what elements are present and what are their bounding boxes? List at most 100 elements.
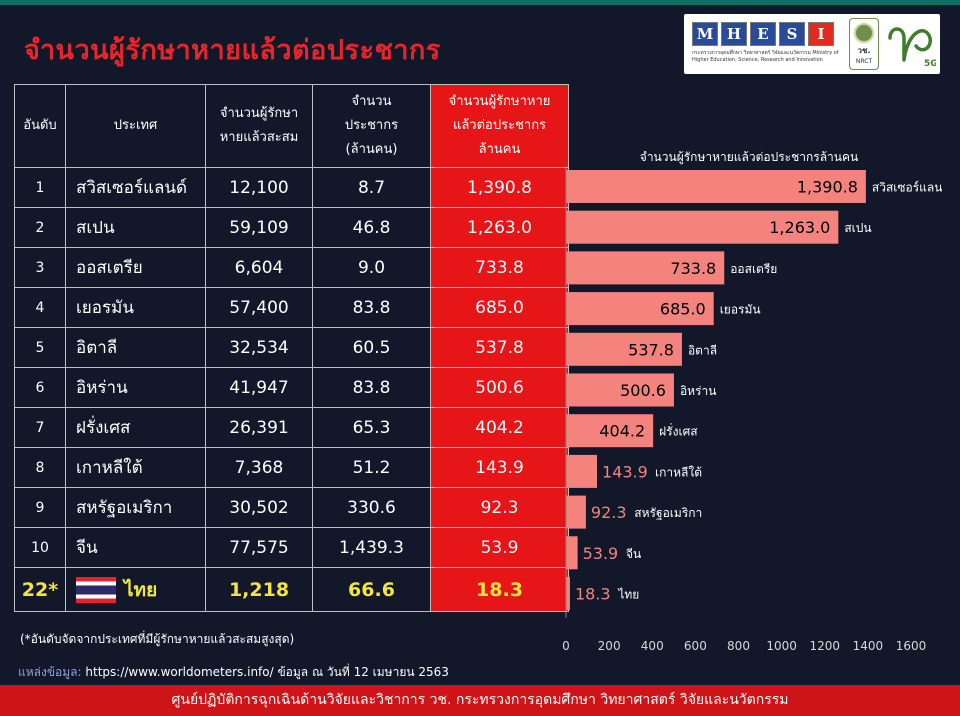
- x-tick-label: 600: [684, 639, 707, 653]
- cell-rank: 10: [14, 527, 66, 568]
- header-recovered-line: จำนวนผู้รักษา: [219, 106, 299, 121]
- logo-5g-badge: 5G: [924, 59, 936, 68]
- header-per-million-line: ล้านคน: [478, 142, 521, 157]
- mhesi-subtitle: กระทรวงการอุดมศึกษา วิทยาศาสตร์ วิจัยและ…: [692, 50, 839, 63]
- table-row: 3 ออสเตรีย 6,604 9.0 733.8: [14, 247, 569, 288]
- header-per-million-line: แล้วต่อประชากร: [452, 118, 547, 133]
- cell-per-million: 18.3: [430, 567, 569, 612]
- cell-recovered: 7,368: [205, 447, 313, 488]
- header-population: จำนวน ประชากร (ล้านคน): [312, 84, 431, 168]
- cell-per-million: 404.2: [430, 407, 569, 448]
- cell-country: เยอรมัน: [65, 287, 206, 328]
- cell-country: สวิสเซอร์แลนด์: [65, 167, 206, 208]
- bar: [566, 251, 725, 285]
- cell-population: 60.5: [312, 327, 431, 368]
- bar-value-label: 685.0: [660, 300, 706, 319]
- bar-value-label: 1,390.8: [797, 178, 858, 197]
- cell-rank: 4: [14, 287, 66, 328]
- cell-country: สเปน: [65, 207, 206, 248]
- bar: [566, 536, 578, 570]
- bar-value-label: 143.9: [602, 462, 648, 481]
- bar-value-label: 404.2: [599, 422, 645, 441]
- cell-country: สหรัฐอเมริกา: [65, 487, 206, 528]
- cell-recovered: 30,502: [205, 487, 313, 528]
- cell-population: 9.0: [312, 247, 431, 288]
- table-row: 7 ฝรั่งเศส 26,391 65.3 404.2: [14, 407, 569, 448]
- cell-population: 65.3: [312, 407, 431, 448]
- bar-category-label: อิตาลี: [688, 343, 717, 357]
- table-row: 9 สหรัฐอเมริกา 30,502 330.6 92.3: [14, 487, 569, 528]
- logo-panel: M H E S I กระทรวงการอุดมศึกษา วิทยาศาสตร…: [684, 14, 940, 74]
- cell-population: 46.8: [312, 207, 431, 248]
- x-tick-label: 400: [641, 639, 664, 653]
- cell-country: อิตาลี: [65, 327, 206, 368]
- footnote: (*อันดับจัดจากประเทศที่มีผู้รักษาหายแล้ว…: [20, 632, 295, 646]
- table-row: 5 อิตาลี 32,534 60.5 537.8: [14, 327, 569, 368]
- bar-category-label: เกาหลีใต้: [655, 465, 702, 479]
- cell-recovered: 32,534: [205, 327, 313, 368]
- mhesi-letter: H: [721, 22, 747, 46]
- header-population-line: (ล้านคน): [345, 142, 398, 157]
- cell-rank: 22*: [14, 567, 66, 612]
- table-row: 6 อิหร่าน 41,947 83.8 500.6: [14, 367, 569, 408]
- cell-population: 83.8: [312, 287, 431, 328]
- cell-country: เกาหลีใต้: [65, 447, 206, 488]
- nrct-label: วช.: [857, 46, 871, 55]
- cell-per-million: 733.8: [430, 247, 569, 288]
- bar: [566, 292, 714, 326]
- header-recovered-line: หายแล้วสะสม: [219, 130, 299, 145]
- x-tick-label: 800: [727, 639, 750, 653]
- bottom-bar: ศูนย์ปฏิบัติการฉุกเฉินด้านวิจัยและวิชากา…: [0, 685, 960, 716]
- bar: [566, 454, 598, 488]
- data-table: อันดับ ประเทศ จำนวนผู้รักษา หายแล้วสะสม จ…: [14, 84, 569, 612]
- cell-recovered: 77,575: [205, 527, 313, 568]
- cell-rank: 3: [14, 247, 66, 288]
- bar-value-label: 537.8: [628, 340, 674, 359]
- cell-population: 1,439.3: [312, 527, 431, 568]
- top-accent-line: [0, 0, 960, 5]
- bar-category-label: ออสเตรีย: [730, 262, 777, 276]
- bar: [566, 170, 866, 203]
- cell-country: อิหร่าน: [65, 367, 206, 408]
- bar-category-label: เยอรมัน: [720, 303, 761, 317]
- cell-rank: 9: [14, 487, 66, 528]
- cell-per-million: 143.9: [430, 447, 569, 488]
- mhesi-letter: I: [808, 22, 834, 46]
- cell-population: 66.6: [312, 567, 431, 612]
- header-population-line: ประชากร: [344, 118, 399, 133]
- cell-country: ออสเตรีย: [65, 247, 206, 288]
- x-tick-label: 1400: [853, 639, 884, 653]
- bar-value-label: 733.8: [670, 259, 716, 278]
- cell-rank: 5: [14, 327, 66, 368]
- x-tick-label: 1200: [809, 639, 840, 653]
- bar: [566, 373, 674, 407]
- table-row: 4 เยอรมัน 57,400 83.8 685.0: [14, 287, 569, 328]
- bar-value-label: 18.3: [575, 585, 611, 604]
- page-title: จำนวนผู้รักษาหายแล้วต่อประชากร: [24, 35, 441, 66]
- header-rank: อันดับ: [14, 84, 66, 168]
- cell-per-million: 92.3: [430, 487, 569, 528]
- thailand-flag-icon: [76, 577, 116, 603]
- source-line: แหล่งข้อมูล: https://www.worldometers.in…: [18, 663, 449, 682]
- cell-per-million: 53.9: [430, 527, 569, 568]
- chart-title: จำนวนผู้รักษาหายแล้วต่อประชากรล้านคน: [639, 150, 859, 164]
- cell-rank: 1: [14, 167, 66, 208]
- table-row: 8 เกาหลีใต้ 7,368 51.2 143.9: [14, 447, 569, 488]
- cell-rank: 8: [14, 447, 66, 488]
- bar-category-label: สวิสเซอร์แลนด์: [872, 181, 942, 195]
- mhesi-letter: M: [692, 22, 718, 46]
- cell-recovered: 41,947: [205, 367, 313, 408]
- bar-category-label: จีน: [626, 547, 641, 561]
- bar: [566, 577, 570, 610]
- cell-country: จีน: [65, 527, 206, 568]
- mhesi-logo: M H E S I: [692, 22, 834, 46]
- bar-value-label: 92.3: [591, 503, 627, 522]
- cell-rank: 6: [14, 367, 66, 408]
- header-recovered: จำนวนผู้รักษาหายแล้วสะสม: [205, 84, 313, 168]
- cell-country-thailand: ไทย: [65, 567, 206, 612]
- x-tick-label: 1600: [896, 639, 927, 653]
- bar-category-label: สเปน: [844, 221, 871, 235]
- cell-per-million: 1,390.8: [430, 167, 569, 208]
- table-header-row: อันดับ ประเทศ จำนวนผู้รักษา หายแล้วสะสม จ…: [14, 84, 569, 168]
- header-per-million: จำนวนผู้รักษาหาย แล้วต่อประชากร ล้านคน: [430, 84, 569, 168]
